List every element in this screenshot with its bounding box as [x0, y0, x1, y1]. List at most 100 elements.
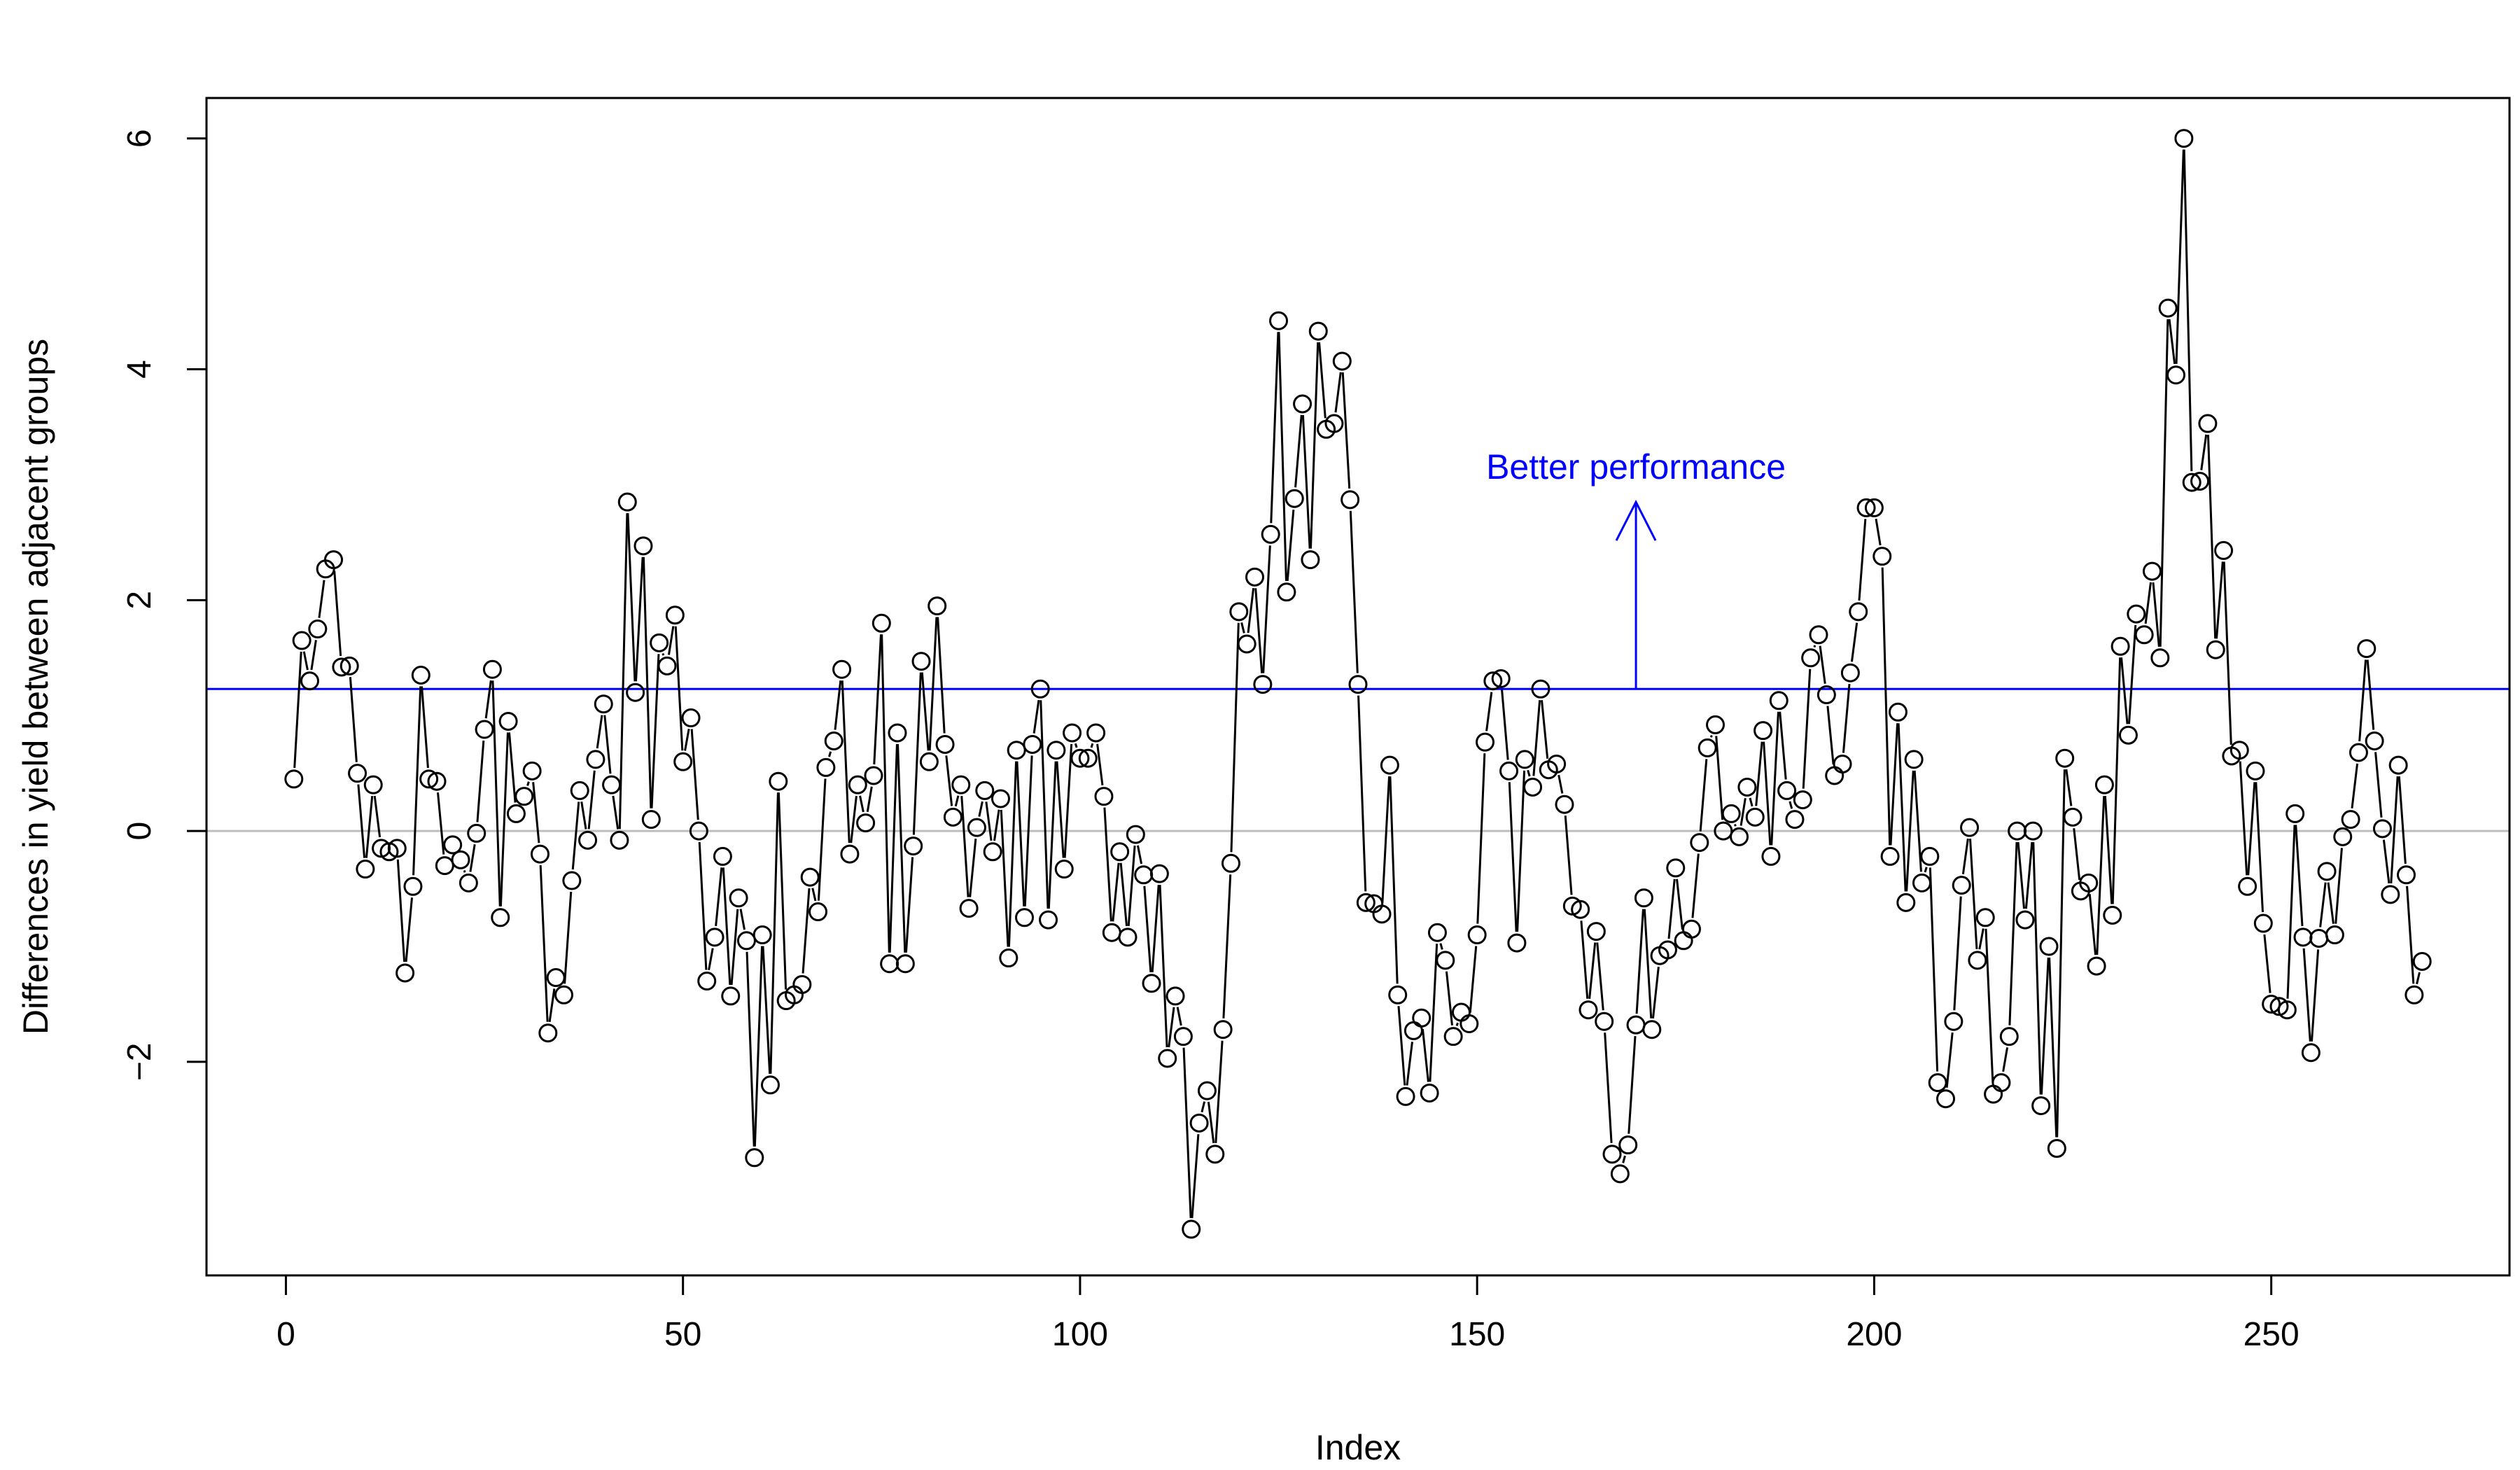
data-point — [2174, 129, 2194, 148]
series-segment — [1349, 510, 1359, 673]
series-segment — [2073, 828, 2081, 881]
series-segment — [1532, 700, 1541, 776]
series-segment — [1143, 886, 1152, 972]
data-point — [2341, 810, 2360, 830]
data-point — [2412, 951, 2432, 971]
data-point — [697, 972, 717, 990]
series-segment — [1501, 690, 1509, 760]
data-point — [1610, 1164, 1630, 1184]
series-segment — [2017, 841, 2026, 909]
data-point — [491, 908, 510, 927]
data-point — [2063, 807, 2082, 827]
series-segment — [1709, 735, 1713, 738]
series-segment — [1763, 741, 1772, 846]
series-segment — [2056, 769, 2066, 1138]
series-segment — [920, 672, 930, 751]
series-segment — [2127, 624, 2137, 724]
data-point — [856, 813, 876, 833]
series-segment — [1755, 741, 1763, 806]
annotation-arrow-head — [1615, 499, 1657, 541]
data-point — [736, 931, 756, 951]
data-point — [419, 769, 439, 789]
series-segment — [1334, 372, 1342, 413]
data-point — [1189, 1113, 1209, 1133]
data-point — [2087, 956, 2106, 976]
series-segment — [667, 626, 675, 655]
series-segment — [1905, 770, 1914, 892]
series-segment — [1397, 1006, 1406, 1086]
data-point — [1769, 691, 1788, 710]
data-point — [387, 839, 407, 858]
series-segment — [2286, 825, 2296, 999]
series-segment — [1341, 372, 1351, 489]
data-point — [1158, 1049, 1177, 1068]
data-point — [911, 652, 931, 671]
series-segment — [1047, 761, 1057, 909]
series-segment — [1016, 761, 1026, 906]
data-point — [705, 927, 724, 947]
data-point — [2166, 365, 2186, 385]
data-point — [760, 1075, 780, 1095]
series-segment — [1254, 588, 1264, 673]
data-point — [356, 860, 375, 879]
data-point — [2039, 937, 2059, 956]
data-point — [848, 775, 867, 794]
data-point — [1578, 1000, 1598, 1020]
series-segment — [1826, 706, 1835, 765]
data-point — [665, 606, 685, 625]
data-point — [1904, 750, 1924, 769]
data-point — [792, 974, 812, 994]
series-segment — [1770, 711, 1779, 846]
series-segment — [1588, 942, 1597, 999]
data-point — [1920, 846, 1940, 866]
series-segment — [373, 795, 382, 838]
data-point — [1110, 842, 1130, 862]
data-point — [1896, 892, 1916, 912]
series-segment — [1858, 519, 1867, 601]
data-point — [427, 771, 447, 791]
data-point — [1436, 951, 1455, 970]
series-segment — [978, 801, 983, 817]
series-segment — [746, 951, 755, 1147]
data-point — [1460, 1014, 1479, 1034]
series-segment — [2175, 149, 2185, 364]
data-point — [1936, 1089, 1956, 1109]
series-segment — [769, 792, 779, 1074]
data-point — [1658, 940, 1677, 960]
data-point — [1070, 748, 1090, 768]
data-point — [2031, 1096, 2051, 1116]
series-segment — [937, 617, 946, 734]
series-segment — [618, 513, 629, 830]
series-segment — [1007, 761, 1018, 947]
series-segment — [2327, 882, 2334, 924]
data-point — [1182, 1219, 1201, 1239]
data-point — [1864, 498, 1884, 517]
series-segment — [1928, 867, 1939, 1072]
series-segment — [2002, 1047, 2009, 1072]
data-point — [308, 620, 328, 639]
x-tick-label: 150 — [1449, 1316, 1505, 1353]
series-segment — [357, 784, 366, 858]
data-point — [1340, 490, 1360, 510]
series-segment — [684, 729, 690, 751]
series-segment — [1301, 414, 1311, 549]
series-segment — [310, 640, 317, 671]
data-point — [2182, 472, 2202, 492]
series-segment — [396, 859, 406, 962]
series-segment — [463, 869, 466, 873]
series-segment — [1112, 862, 1120, 922]
data-point — [1999, 1027, 2019, 1046]
series-segment — [1119, 862, 1128, 927]
data-point — [2365, 732, 2384, 751]
data-point — [1975, 908, 1995, 927]
series-segment — [1381, 776, 1391, 903]
data-point — [626, 682, 645, 702]
data-point — [2150, 648, 2170, 668]
data-point — [2103, 906, 2122, 925]
data-point — [1531, 679, 1550, 699]
data-point — [990, 789, 1010, 808]
data-point — [578, 830, 598, 850]
data-point — [1761, 846, 1781, 866]
data-point — [721, 986, 741, 1006]
